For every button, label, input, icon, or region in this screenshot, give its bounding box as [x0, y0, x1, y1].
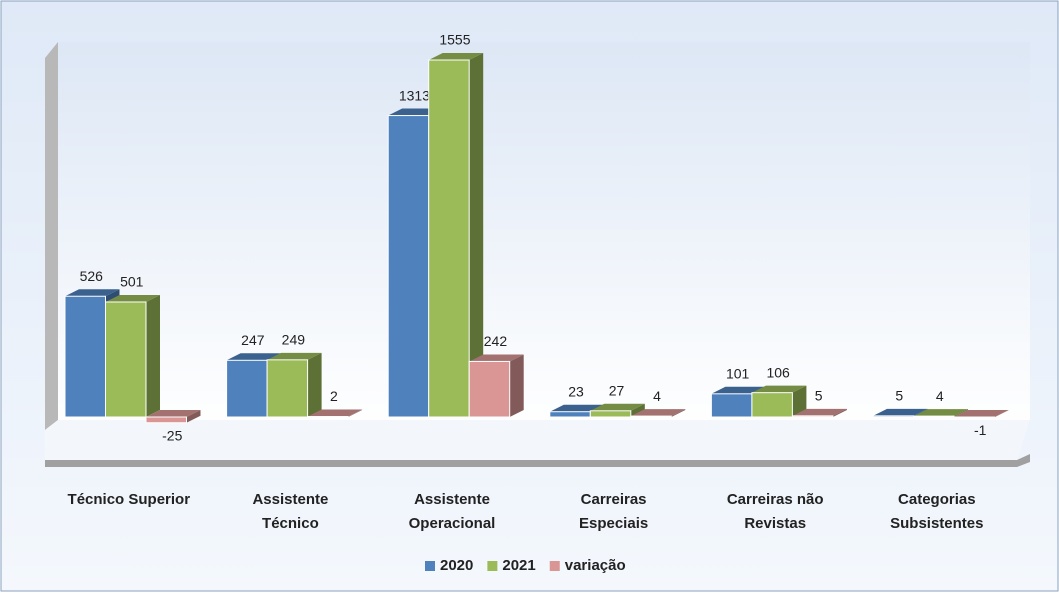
bar	[913, 415, 955, 418]
legend-swatch	[549, 561, 560, 571]
floor	[45, 420, 1030, 460]
data-label: 101	[726, 366, 750, 382]
bar	[145, 416, 187, 424]
data-label: 249	[282, 332, 306, 348]
data-label: 1313	[399, 87, 430, 103]
bar	[428, 59, 470, 418]
legend-label: 2021	[502, 557, 535, 574]
x-tick-label: Carreiras não	[727, 491, 824, 508]
bar-side	[146, 294, 160, 417]
bar-side	[348, 409, 363, 417]
data-label: 247	[241, 332, 265, 348]
x-tick-label: Subsistentes	[890, 515, 983, 532]
data-label: 526	[80, 268, 104, 284]
data-label: 501	[120, 274, 144, 290]
bar	[791, 415, 834, 418]
x-tick-label: Operacional	[409, 515, 496, 532]
bar-top	[428, 53, 484, 60]
bar-top	[469, 354, 524, 362]
data-label: 5	[815, 388, 823, 404]
bar-top	[792, 408, 847, 416]
x-tick-label: Carreiras	[581, 491, 647, 508]
x-tick-label: Especiais	[579, 515, 648, 532]
legend-label: variação	[565, 557, 626, 574]
x-tick-label: Assistente	[414, 491, 490, 508]
bar-top	[913, 409, 968, 417]
bar-top	[751, 385, 807, 393]
bar-side	[792, 385, 807, 417]
back-wall	[45, 42, 1030, 430]
bar-top	[711, 386, 766, 394]
bar	[710, 393, 753, 418]
bar-side	[994, 410, 1009, 418]
bar-top	[105, 294, 160, 302]
data-label: -1	[974, 422, 987, 438]
bar-top	[307, 409, 363, 417]
bar	[307, 416, 349, 418]
bar-top	[630, 409, 686, 417]
data-label: 242	[484, 333, 508, 349]
bar	[549, 411, 591, 418]
x-tick-label: Categorias	[898, 491, 976, 508]
legend-swatch	[487, 561, 498, 571]
bar-top	[873, 408, 928, 416]
bar	[872, 415, 914, 418]
x-tick-label: Técnico Superior	[68, 491, 191, 508]
bar	[226, 359, 268, 418]
data-label: 1555	[439, 32, 470, 48]
bar	[105, 301, 147, 418]
data-label: -25	[162, 427, 182, 443]
bar-top	[146, 410, 201, 417]
x-tick-label: Assistente	[252, 491, 328, 508]
bar-side	[469, 53, 484, 417]
bar-top	[65, 289, 120, 297]
data-label: 23	[568, 383, 584, 399]
bar-side	[186, 410, 201, 423]
bar	[630, 415, 672, 418]
x-tick-label: Revistas	[744, 515, 806, 532]
bar-side	[307, 352, 322, 417]
bar-top	[590, 403, 645, 411]
data-label: 106	[766, 364, 790, 380]
data-label: 4	[936, 388, 944, 404]
bar-side	[954, 409, 968, 417]
legend-swatch	[425, 561, 435, 571]
x-tick-label: Técnico	[262, 515, 319, 532]
bar	[64, 295, 106, 418]
bar-top	[954, 410, 1009, 417]
bar	[387, 115, 430, 418]
bar	[953, 416, 995, 418]
bar	[266, 359, 309, 418]
floor-edge	[45, 454, 1030, 467]
data-label: 5	[895, 388, 903, 404]
data-label: 27	[609, 383, 625, 399]
legend-label: 2020	[440, 557, 473, 574]
bar-top	[267, 352, 322, 360]
bar	[589, 410, 632, 418]
bar-top	[226, 353, 282, 361]
data-label: 4	[653, 388, 661, 404]
bar-top	[549, 404, 605, 412]
bar-side	[630, 403, 645, 417]
bar-side	[832, 408, 847, 417]
data-label: 2	[330, 388, 338, 404]
bar-side	[509, 354, 524, 417]
bar-side	[671, 409, 686, 417]
bar	[751, 392, 793, 418]
side-wall	[45, 42, 58, 430]
bar	[468, 360, 511, 418]
